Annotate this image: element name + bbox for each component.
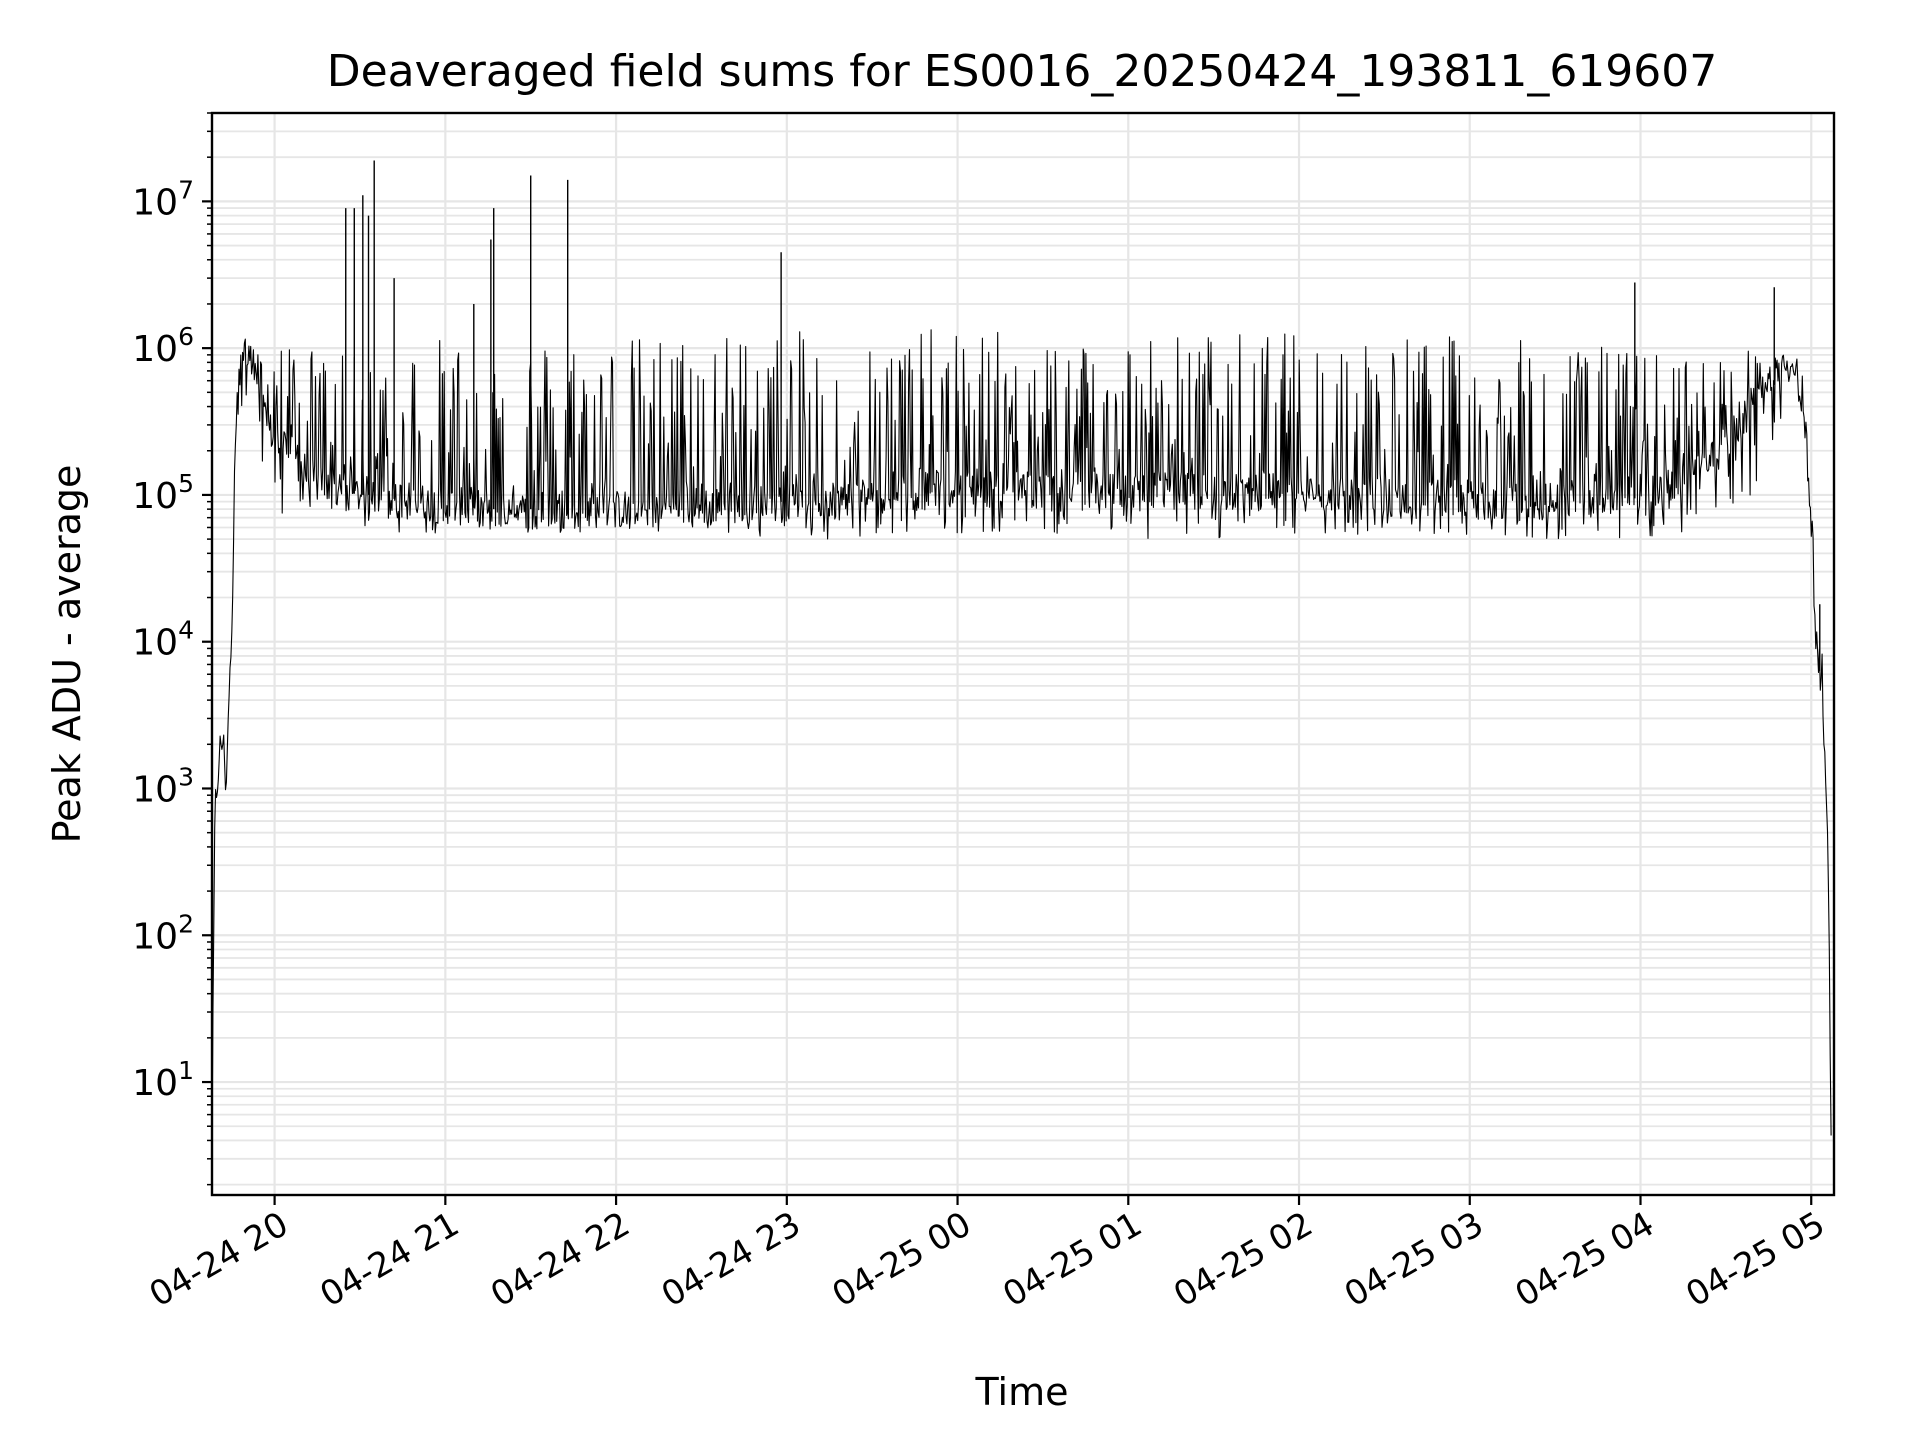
x-tick-label: 04-25 04 <box>1509 1204 1661 1315</box>
y-tick-label: 102 <box>132 909 194 957</box>
y-tick-label: 103 <box>132 762 194 810</box>
x-tick-label: 04-25 03 <box>1338 1204 1490 1315</box>
grid-layer <box>212 112 1834 1195</box>
y-tick-label: 105 <box>132 469 194 517</box>
x-tick-label: 04-24 22 <box>484 1204 636 1315</box>
x-tick-label: 04-24 21 <box>313 1204 465 1315</box>
x-tick-label: 04-24 20 <box>143 1204 295 1315</box>
data-layer <box>211 160 1832 1148</box>
x-tick-label: 04-25 01 <box>996 1204 1148 1315</box>
x-tick-label: 04-25 00 <box>826 1204 978 1315</box>
y-tick-label: 106 <box>132 322 194 370</box>
chart-title: Deaveraged field sums for ES0016_2025042… <box>327 46 1718 97</box>
y-tick-label: 107 <box>132 175 194 223</box>
plot-frame <box>210 111 1836 1197</box>
x-tick-label: 04-25 05 <box>1679 1204 1831 1315</box>
y-axis-label: Peak ADU - average <box>45 465 89 844</box>
y-tick-label: 101 <box>132 1056 194 1104</box>
x-tick-label: 04-24 23 <box>655 1204 807 1315</box>
series-line <box>211 329 1832 1148</box>
x-tick-label: 04-25 02 <box>1167 1204 1319 1315</box>
y-tick-label: 104 <box>132 616 194 664</box>
x-axis-label: Time <box>975 1370 1069 1414</box>
tick-layer: 04-24 20 04-24 21 04-24 22 04-24 23 04-25 00… <box>132 112 1832 1315</box>
